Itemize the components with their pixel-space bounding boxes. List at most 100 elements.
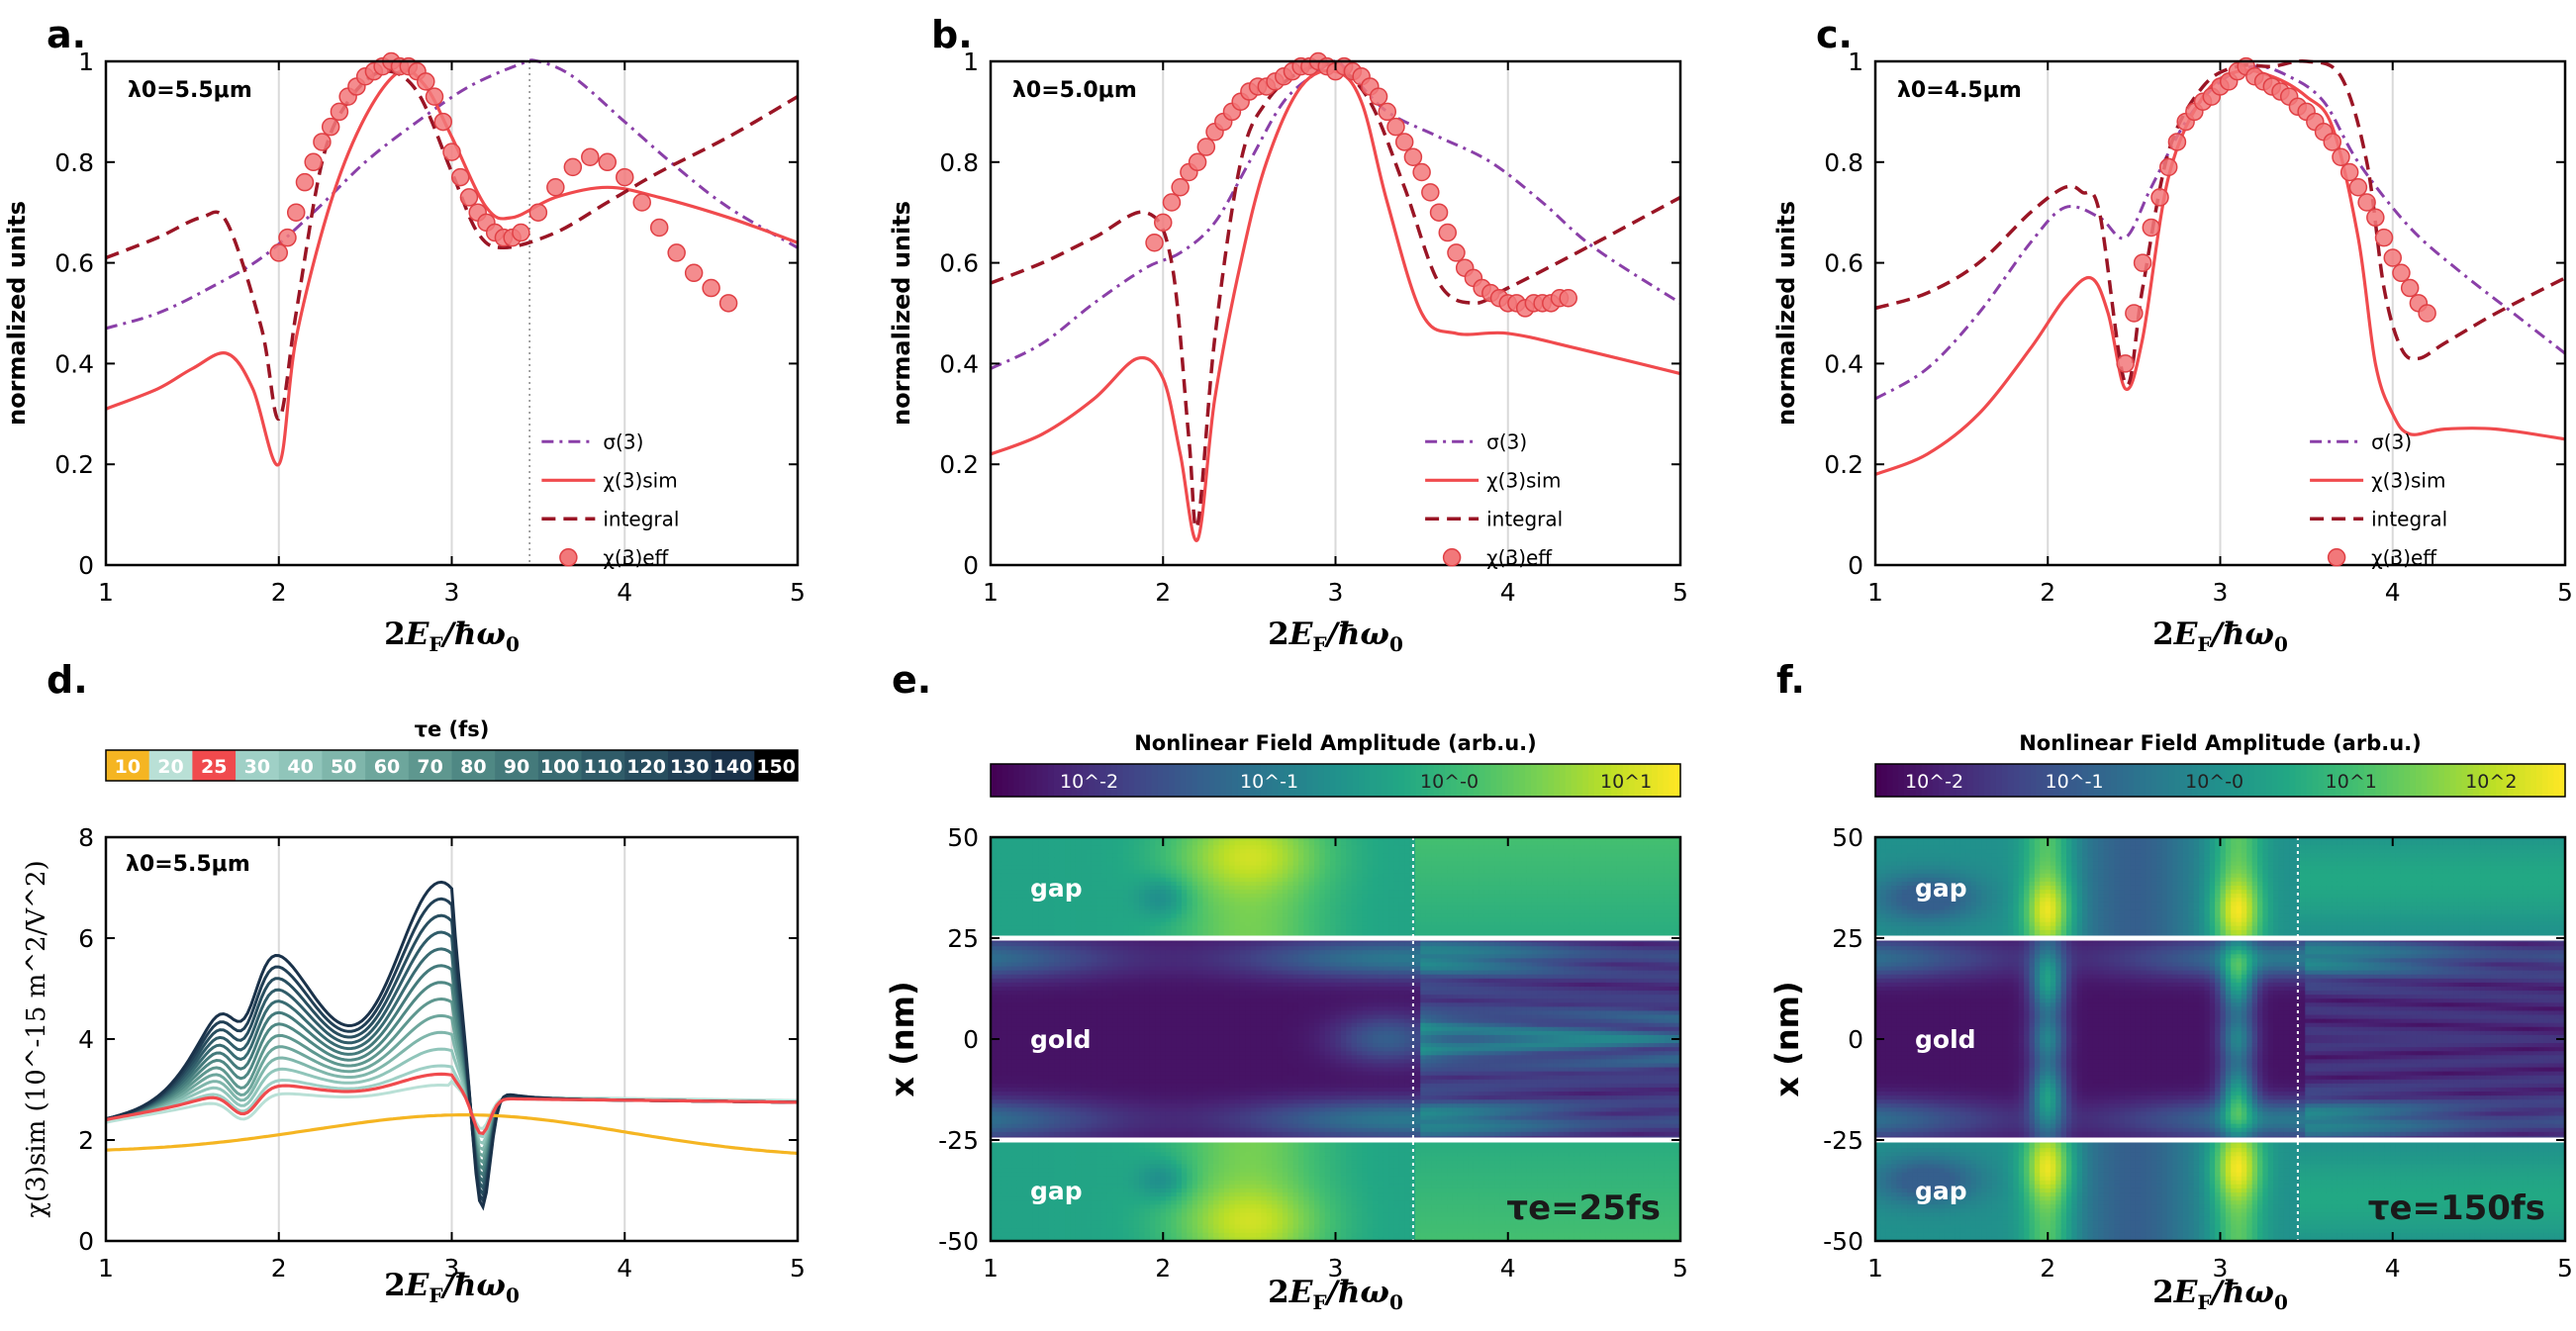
heat-cell bbox=[1117, 1208, 1124, 1214]
heat-cell bbox=[1016, 1047, 1023, 1052]
heat-cell bbox=[1075, 861, 1082, 867]
heat-cell bbox=[1097, 1119, 1103, 1125]
heat-cell bbox=[1059, 898, 1066, 903]
heat-cell bbox=[1075, 995, 1082, 999]
heat-cell bbox=[1101, 991, 1108, 996]
heat-cell bbox=[1123, 1047, 1130, 1052]
heat-cell bbox=[1065, 958, 1072, 964]
heat-cell bbox=[1032, 881, 1039, 887]
heat-cell bbox=[1070, 1119, 1077, 1125]
heat-cell bbox=[1070, 1160, 1077, 1166]
heat-cell bbox=[1213, 1030, 1220, 1036]
heat-cell bbox=[1059, 873, 1066, 879]
heat-cell bbox=[1144, 1196, 1151, 1201]
heat-cell bbox=[1160, 917, 1167, 923]
heat-cell bbox=[1006, 970, 1013, 976]
heat-cell bbox=[1048, 1022, 1056, 1028]
heat-cell bbox=[1165, 925, 1172, 931]
heat-cell bbox=[1192, 1131, 1198, 1137]
heat-cell bbox=[1160, 1172, 1167, 1178]
heat-cell bbox=[1048, 841, 1056, 846]
heat-cell bbox=[1223, 946, 1230, 951]
heat-cell bbox=[1223, 890, 1230, 895]
heat-cell bbox=[1165, 966, 1172, 972]
heat-cell bbox=[1165, 978, 1172, 984]
heat-cell bbox=[1027, 950, 1034, 956]
heat-cell bbox=[1155, 1232, 1162, 1238]
heat-cell bbox=[1213, 1192, 1220, 1197]
heat-cell bbox=[1223, 1026, 1230, 1032]
heat-cell bbox=[1223, 1002, 1230, 1008]
heat-cell bbox=[1149, 1055, 1156, 1061]
heat-cell bbox=[1048, 898, 1056, 903]
heat-cell bbox=[1059, 1180, 1066, 1186]
heat-cell bbox=[1022, 837, 1029, 842]
heat-cell bbox=[1086, 1026, 1093, 1032]
heat-cell bbox=[1171, 1071, 1178, 1077]
colorbar-cell bbox=[278, 750, 323, 781]
heat-cell bbox=[1139, 1010, 1146, 1016]
heat-cell bbox=[1160, 1224, 1167, 1230]
heat-cell bbox=[1112, 1196, 1119, 1201]
heat-cell bbox=[1213, 958, 1220, 964]
heat-cell bbox=[1165, 1075, 1172, 1081]
heat-cell bbox=[1059, 849, 1066, 855]
heat-cell bbox=[1207, 942, 1214, 947]
heat-cell bbox=[1218, 954, 1225, 960]
x-tick-label: 4 bbox=[2385, 578, 2401, 607]
heat-cell bbox=[1192, 1034, 1198, 1040]
heat-cell bbox=[1197, 1152, 1204, 1158]
heat-cell bbox=[1207, 845, 1214, 850]
heat-cell bbox=[1101, 905, 1108, 911]
heat-cell bbox=[1070, 1071, 1077, 1077]
heat-cell bbox=[996, 1055, 1002, 1061]
heat-cell bbox=[1123, 1026, 1130, 1032]
heat-cell bbox=[1027, 853, 1034, 859]
heat-cell bbox=[1059, 1051, 1066, 1057]
heat-cell bbox=[1001, 853, 1007, 859]
heat-cell bbox=[1160, 978, 1167, 984]
heat-cell bbox=[1182, 1043, 1189, 1048]
heat-cell bbox=[1106, 1047, 1114, 1052]
heat-cell bbox=[1165, 1168, 1172, 1174]
heat-cell bbox=[991, 837, 998, 842]
heat-cell bbox=[1016, 1051, 1023, 1057]
heat-cell bbox=[1027, 1047, 1034, 1052]
heat-cell bbox=[1016, 1123, 1023, 1129]
heat-cell bbox=[1022, 1172, 1029, 1178]
heat-cell bbox=[1187, 1220, 1193, 1226]
heat-cell bbox=[1144, 865, 1151, 871]
heat-cell bbox=[1202, 1034, 1209, 1040]
data-point-chi-eff bbox=[2332, 147, 2350, 166]
heat-cell bbox=[1038, 1172, 1045, 1178]
heat-cell bbox=[1086, 950, 1093, 956]
heat-cell bbox=[1006, 1148, 1013, 1153]
heat-cell bbox=[1192, 970, 1198, 976]
heat-cell bbox=[996, 1236, 1002, 1242]
heat-cell bbox=[1202, 1107, 1209, 1113]
heat-cell bbox=[1059, 970, 1066, 976]
heat-cell bbox=[1081, 1200, 1088, 1205]
heat-cell bbox=[1086, 1059, 1093, 1065]
heat-cell bbox=[1117, 1059, 1124, 1065]
heat-cell bbox=[1075, 902, 1082, 907]
heat-cell bbox=[1027, 1204, 1034, 1210]
heat-cell bbox=[1176, 1002, 1183, 1008]
heat-cell bbox=[1001, 1079, 1007, 1085]
heat-cell bbox=[1133, 1196, 1140, 1201]
heat-cell bbox=[1165, 1079, 1172, 1085]
heat-cell bbox=[1016, 1119, 1023, 1125]
heat-cell bbox=[1038, 1131, 1045, 1137]
heat-cell bbox=[1086, 970, 1093, 976]
heat-cell bbox=[1059, 1196, 1066, 1201]
heat-cell bbox=[1011, 1092, 1018, 1096]
heat-cell bbox=[1086, 1160, 1093, 1166]
heat-cell bbox=[1197, 1180, 1204, 1186]
heat-cell bbox=[1075, 865, 1082, 871]
data-point-chi-eff bbox=[2125, 304, 2144, 323]
heat-cell bbox=[1075, 1055, 1082, 1061]
heat-cell bbox=[1038, 1087, 1045, 1093]
heat-cell bbox=[1149, 1156, 1156, 1162]
heat-cell bbox=[996, 1115, 1002, 1121]
heat-cell bbox=[1207, 1107, 1214, 1113]
